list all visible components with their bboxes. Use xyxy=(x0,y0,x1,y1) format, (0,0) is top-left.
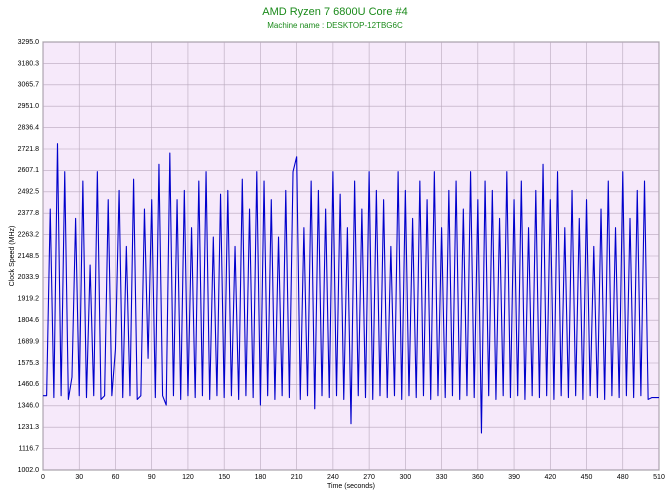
y-tick-label: 3295.0 xyxy=(18,39,40,46)
y-tick-label: 1002.0 xyxy=(18,467,40,474)
x-tick-label: 240 xyxy=(327,474,339,481)
y-tick-label: 3065.7 xyxy=(18,82,40,89)
y-tick-label: 1804.6 xyxy=(18,317,40,324)
y-tick-label: 1231.3 xyxy=(18,424,40,431)
x-tick-label: 420 xyxy=(544,474,556,481)
x-tick-label: 120 xyxy=(182,474,194,481)
y-tick-label: 1575.3 xyxy=(18,360,40,367)
x-tick-label: 90 xyxy=(148,474,156,481)
y-tick-label: 1460.6 xyxy=(18,381,40,388)
y-tick-label: 1919.2 xyxy=(18,296,40,303)
x-tick-label: 150 xyxy=(218,474,230,481)
x-tick-label: 180 xyxy=(255,474,267,481)
y-tick-label: 2721.8 xyxy=(18,146,40,153)
chart-title: AMD Ryzen 7 6800U Core #4 xyxy=(262,6,408,18)
x-tick-label: 450 xyxy=(581,474,593,481)
x-tick-label: 0 xyxy=(41,474,45,481)
y-tick-label: 2836.4 xyxy=(18,124,40,131)
x-tick-label: 300 xyxy=(400,474,412,481)
x-tick-label: 270 xyxy=(363,474,375,481)
y-tick-label: 1689.9 xyxy=(18,338,40,345)
x-tick-label: 360 xyxy=(472,474,484,481)
y-tick-label: 2607.1 xyxy=(18,167,40,174)
x-tick-label: 480 xyxy=(617,474,629,481)
y-tick-label: 2492.5 xyxy=(18,189,40,196)
data-line xyxy=(43,143,659,434)
y-tick-label: 2033.9 xyxy=(18,274,40,281)
x-tick-label: 60 xyxy=(112,474,120,481)
y-tick-label: 2377.8 xyxy=(18,210,40,217)
y-tick-label: 2148.5 xyxy=(18,253,40,260)
x-tick-label: 330 xyxy=(436,474,448,481)
x-tick-label: 510 xyxy=(653,474,665,481)
x-tick-label: 390 xyxy=(508,474,520,481)
y-axis-label: Clock Speed (MHz) xyxy=(9,226,16,287)
x-axis-label: Time (seconds) xyxy=(327,483,375,490)
y-tick-label: 3180.3 xyxy=(18,60,40,67)
y-tick-label: 1346.0 xyxy=(18,403,40,410)
y-tick-label: 2951.0 xyxy=(18,103,40,110)
chart-subtitle: Machine name : DESKTOP-12TBG6C xyxy=(267,21,403,30)
y-tick-label: 2263.2 xyxy=(18,231,40,238)
y-tick-label: 1116.7 xyxy=(19,445,39,452)
x-tick-label: 30 xyxy=(75,474,83,481)
x-tick-label: 210 xyxy=(291,474,303,481)
